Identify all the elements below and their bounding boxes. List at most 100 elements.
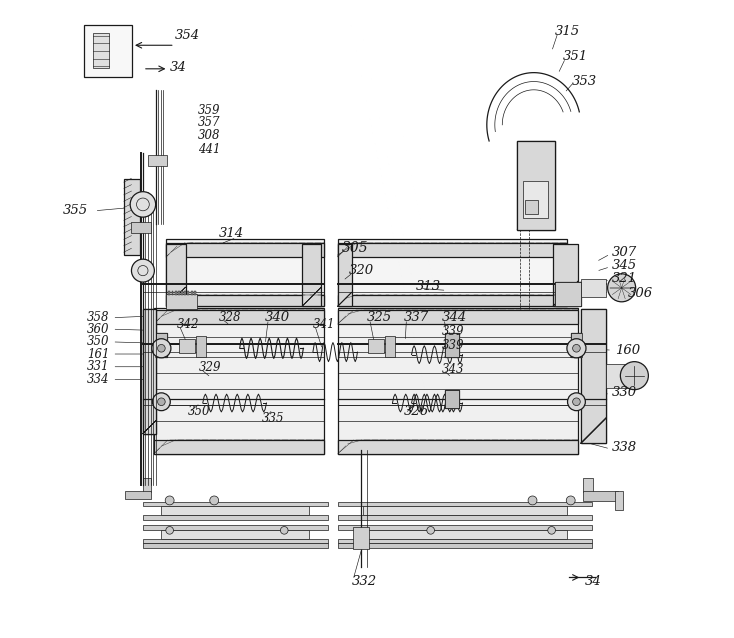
Text: 350: 350 bbox=[187, 404, 210, 418]
Bar bbox=[517, 141, 556, 230]
Bar bbox=[584, 478, 593, 492]
Bar bbox=[338, 244, 352, 306]
Bar bbox=[581, 309, 606, 443]
Bar bbox=[161, 530, 309, 538]
Bar bbox=[124, 179, 139, 255]
Circle shape bbox=[165, 496, 174, 505]
Circle shape bbox=[427, 526, 435, 534]
Text: 338: 338 bbox=[611, 441, 636, 454]
Text: 344: 344 bbox=[442, 311, 468, 324]
Bar bbox=[156, 333, 167, 357]
Bar bbox=[167, 293, 197, 309]
Bar bbox=[338, 543, 592, 548]
Text: 357: 357 bbox=[198, 116, 221, 130]
Circle shape bbox=[210, 496, 219, 505]
Text: 360: 360 bbox=[87, 323, 109, 336]
Bar bbox=[178, 291, 180, 295]
Circle shape bbox=[131, 259, 154, 282]
Text: 354: 354 bbox=[175, 29, 200, 42]
Bar bbox=[302, 244, 321, 306]
Circle shape bbox=[153, 393, 170, 411]
Bar bbox=[84, 25, 132, 77]
Text: 339: 339 bbox=[442, 339, 465, 352]
Text: 351: 351 bbox=[563, 50, 588, 63]
Text: 329: 329 bbox=[199, 361, 222, 374]
Bar bbox=[175, 291, 177, 295]
Bar bbox=[338, 538, 592, 543]
Text: 341: 341 bbox=[313, 318, 335, 330]
Bar bbox=[143, 543, 327, 548]
Bar bbox=[338, 308, 578, 454]
Circle shape bbox=[608, 274, 636, 302]
Bar bbox=[338, 515, 592, 519]
Text: 359: 359 bbox=[198, 104, 221, 117]
Bar bbox=[156, 333, 167, 357]
Bar bbox=[143, 515, 327, 519]
Bar bbox=[581, 279, 606, 297]
Bar bbox=[143, 478, 150, 492]
Text: 34: 34 bbox=[585, 575, 601, 588]
Bar bbox=[571, 333, 582, 357]
Bar bbox=[445, 333, 459, 357]
Bar bbox=[197, 336, 206, 357]
Bar bbox=[125, 491, 150, 498]
Circle shape bbox=[166, 526, 173, 534]
Bar bbox=[606, 364, 628, 388]
Bar bbox=[338, 501, 592, 506]
Bar bbox=[581, 309, 606, 443]
Bar bbox=[338, 310, 578, 324]
Text: 325: 325 bbox=[367, 311, 392, 324]
Text: 350: 350 bbox=[87, 336, 109, 348]
Bar bbox=[584, 491, 619, 501]
Circle shape bbox=[573, 398, 581, 406]
Bar bbox=[187, 291, 189, 295]
Circle shape bbox=[567, 339, 586, 358]
Circle shape bbox=[158, 398, 165, 406]
Bar bbox=[353, 527, 369, 549]
Bar bbox=[338, 244, 352, 306]
Bar bbox=[385, 336, 395, 357]
Text: 441: 441 bbox=[198, 142, 221, 156]
Bar bbox=[338, 525, 592, 530]
Bar bbox=[445, 390, 459, 408]
Bar bbox=[143, 501, 327, 506]
Text: 320: 320 bbox=[349, 264, 374, 277]
Text: 342: 342 bbox=[178, 318, 200, 330]
Bar bbox=[571, 333, 582, 357]
Bar bbox=[167, 242, 324, 256]
Bar bbox=[338, 440, 578, 454]
Bar bbox=[184, 291, 186, 295]
Bar bbox=[153, 308, 324, 454]
Bar bbox=[523, 181, 548, 218]
Text: 337: 337 bbox=[404, 311, 429, 324]
Bar bbox=[143, 538, 327, 543]
Text: 305: 305 bbox=[341, 241, 368, 255]
Circle shape bbox=[620, 362, 648, 390]
Bar bbox=[181, 291, 183, 295]
Bar bbox=[556, 282, 581, 306]
Bar bbox=[167, 244, 186, 306]
Text: 343: 343 bbox=[442, 363, 465, 376]
Bar bbox=[167, 295, 324, 306]
Bar bbox=[363, 506, 567, 515]
Bar bbox=[167, 239, 324, 306]
Circle shape bbox=[280, 526, 288, 534]
Circle shape bbox=[130, 191, 156, 217]
Text: 161: 161 bbox=[87, 348, 109, 360]
Text: 313: 313 bbox=[416, 280, 441, 293]
Text: 330: 330 bbox=[611, 386, 636, 399]
Bar bbox=[143, 309, 156, 434]
Bar bbox=[338, 239, 567, 306]
Bar bbox=[445, 333, 459, 357]
Bar bbox=[148, 155, 167, 167]
Text: 321: 321 bbox=[611, 272, 636, 285]
Bar bbox=[517, 141, 556, 230]
Bar bbox=[172, 291, 173, 295]
Text: 326: 326 bbox=[404, 405, 429, 419]
Bar bbox=[143, 309, 156, 434]
Text: 306: 306 bbox=[628, 287, 653, 300]
Text: 335: 335 bbox=[262, 412, 285, 425]
Bar bbox=[368, 339, 384, 353]
Circle shape bbox=[528, 496, 537, 505]
Bar bbox=[338, 242, 567, 256]
